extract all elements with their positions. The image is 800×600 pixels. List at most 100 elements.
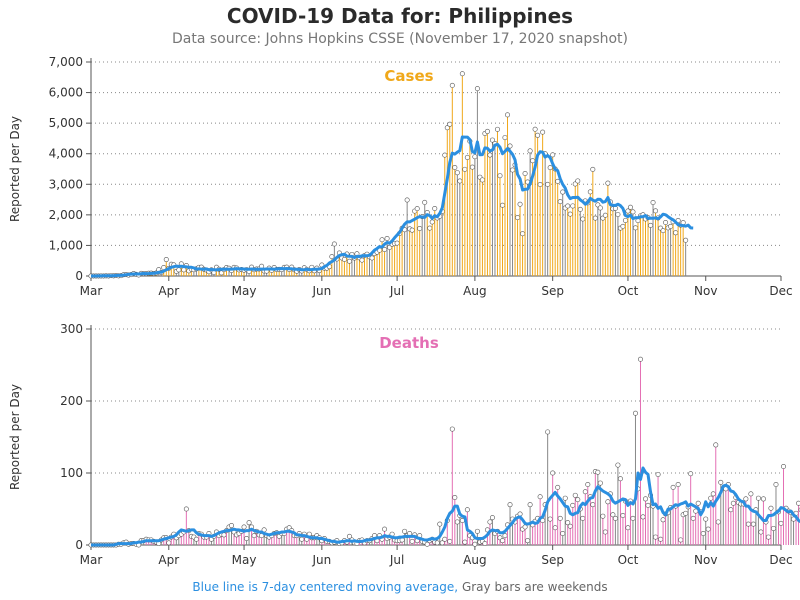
data-point	[778, 520, 784, 526]
deaths-panel: 0 100 200 300 Mar Apr May Jun Jul Aug Sep Oct Nov Dec…	[8, 322, 800, 567]
y-tick-label: 300	[60, 322, 83, 336]
data-point	[525, 538, 531, 544]
x-tick-label: Nov	[694, 284, 717, 298]
data-point	[713, 442, 719, 448]
data-point	[745, 521, 751, 527]
data-point	[567, 211, 573, 217]
data-point	[515, 215, 521, 221]
data-point	[482, 541, 488, 547]
data-point	[464, 154, 470, 160]
data-point	[640, 514, 646, 520]
y-axis-label: Reported per Day	[8, 384, 22, 490]
data-point	[567, 523, 573, 529]
data-point	[650, 200, 656, 206]
data-point	[620, 223, 626, 229]
data-point	[507, 502, 513, 508]
data-point	[602, 212, 608, 218]
y-tick-label: 2,000	[49, 208, 83, 222]
x-tick-label: Apr	[158, 553, 179, 567]
data-point	[602, 529, 608, 535]
data-point	[653, 208, 659, 214]
data-point	[384, 235, 390, 241]
data-point	[552, 525, 558, 531]
data-point	[625, 525, 631, 531]
y-tick-label: 7,000	[49, 55, 83, 69]
data-point	[183, 506, 189, 512]
data-point	[535, 132, 541, 138]
data-point	[402, 528, 408, 534]
data-point	[502, 135, 508, 141]
data-point	[520, 231, 526, 237]
data-point	[630, 209, 636, 215]
y-tick-label: 1,000	[49, 238, 83, 252]
data-point	[331, 241, 337, 247]
data-point	[532, 126, 538, 132]
data-point	[522, 524, 528, 530]
data-point	[580, 515, 586, 521]
data-point	[452, 164, 458, 170]
footnote-moving-average: Blue line is 7-day centered moving avera…	[192, 580, 459, 594]
data-point	[547, 516, 553, 522]
y-axis-label: Reported per Day	[8, 116, 22, 222]
x-tick-label: Sep	[541, 553, 564, 567]
data-point	[765, 534, 771, 540]
data-point	[670, 484, 676, 490]
x-tick-label: Mar	[80, 284, 103, 298]
x-tick-label: Sep	[541, 284, 564, 298]
data-point	[176, 267, 182, 273]
data-point	[630, 515, 636, 521]
data-point	[341, 256, 347, 262]
data-point	[246, 520, 252, 526]
data-point	[660, 517, 666, 523]
data-point	[550, 152, 556, 158]
data-point	[472, 541, 478, 547]
data-point	[585, 482, 591, 488]
data-point	[244, 536, 250, 542]
data-point	[597, 480, 603, 486]
data-point	[770, 525, 776, 531]
data-point	[329, 254, 335, 260]
y-tick-label: 0	[75, 269, 83, 283]
data-point	[565, 520, 571, 526]
data-point	[432, 206, 438, 212]
data-point	[251, 533, 257, 539]
data-point	[557, 515, 563, 521]
data-point	[346, 258, 352, 264]
data-point	[580, 216, 586, 222]
data-point	[527, 502, 533, 508]
data-point	[469, 164, 475, 170]
bars	[88, 71, 689, 279]
x-tick-label: Jun	[311, 284, 331, 298]
data-point	[632, 410, 638, 416]
data-point	[690, 515, 696, 521]
data-point	[229, 523, 235, 529]
data-point	[547, 165, 553, 171]
data-point	[592, 215, 598, 221]
data-point	[181, 267, 187, 273]
data-point	[502, 533, 508, 539]
data-point	[527, 148, 533, 154]
data-point	[474, 528, 480, 534]
data-point	[166, 540, 172, 546]
data-point	[422, 199, 428, 205]
data-point	[781, 464, 787, 470]
data-point	[653, 534, 659, 540]
data-point	[700, 530, 706, 536]
data-point	[615, 211, 621, 217]
data-point	[570, 502, 576, 508]
data-point	[632, 225, 638, 231]
data-point	[663, 220, 669, 226]
data-point	[637, 356, 643, 362]
data-point	[457, 178, 463, 184]
data-point	[414, 206, 420, 212]
chart-subtitle: Data source: Johns Hopkins CSSE (Novembe…	[171, 31, 628, 47]
data-point	[595, 469, 601, 475]
x-tick-label: May	[232, 553, 257, 567]
cases-panel: 0 1,000 2,000 3,000 4,000 5,000 6,000 7,000 Mar A…	[8, 55, 793, 298]
data-point	[605, 180, 611, 186]
data-point	[605, 499, 611, 505]
data-point	[537, 182, 543, 188]
footnote: Blue line is 7-day centered moving avera…	[0, 580, 800, 594]
bars	[88, 356, 800, 548]
